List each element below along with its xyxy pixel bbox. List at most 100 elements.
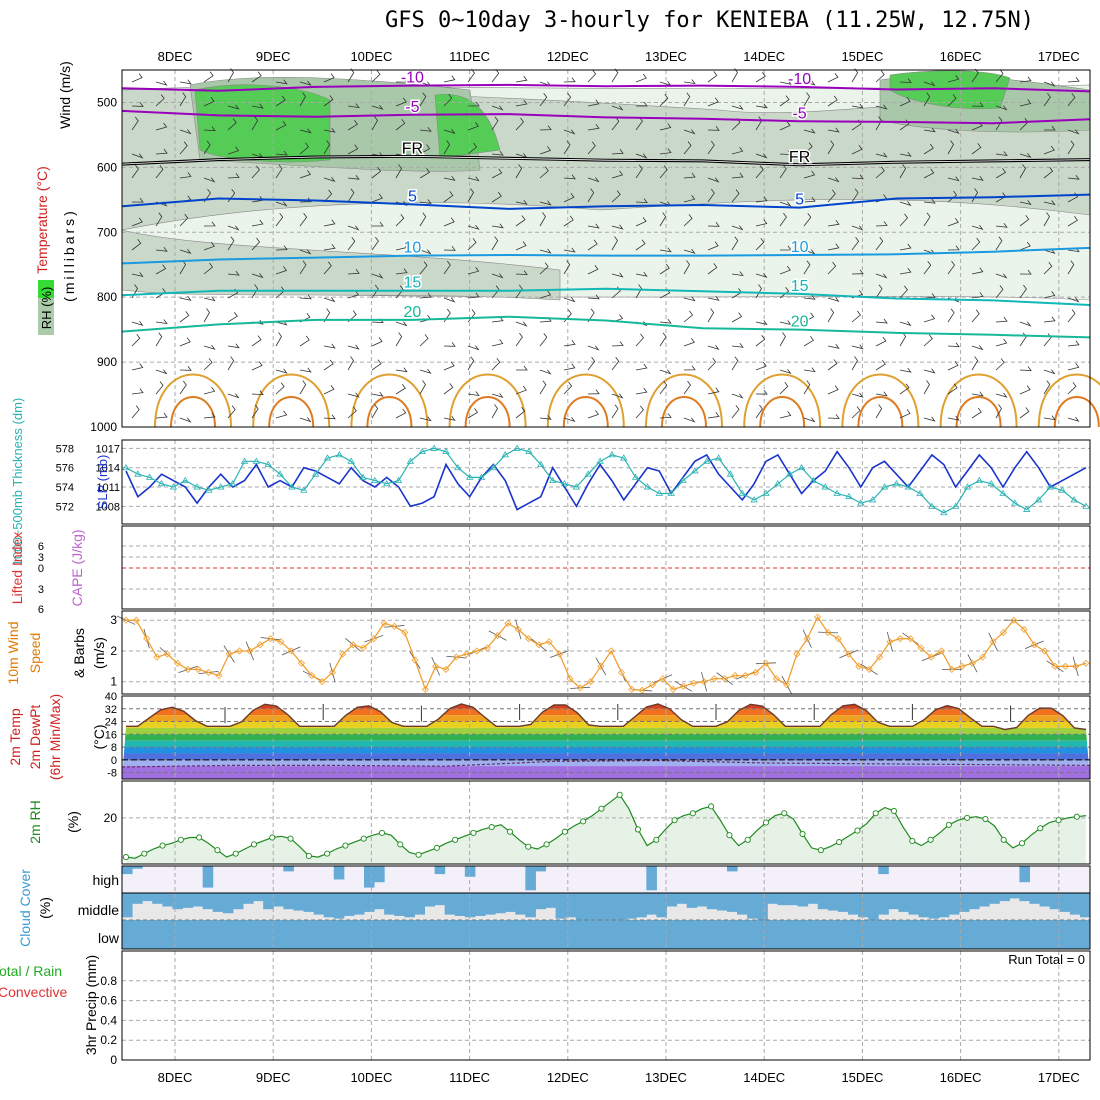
wind-barb bbox=[851, 392, 864, 398]
wind-barb bbox=[515, 241, 527, 251]
wind-barb bbox=[275, 332, 282, 347]
cloud-middle-bar bbox=[606, 893, 617, 920]
wind-barb bbox=[1043, 145, 1055, 155]
rh-marker bbox=[378, 829, 386, 836]
wind-speed-marker bbox=[380, 619, 388, 627]
thickness-marker bbox=[703, 457, 711, 464]
wind-barb bbox=[587, 124, 600, 131]
wind-barb bbox=[803, 417, 816, 423]
wind-barb bbox=[779, 411, 792, 419]
wind-barb bbox=[371, 359, 382, 371]
wind-barb bbox=[875, 70, 885, 83]
lifted-index-tick-label: 6 bbox=[38, 604, 44, 616]
thickness-tick-label: 578 bbox=[56, 443, 74, 455]
cloud-middle-bar bbox=[162, 893, 173, 907]
wind-barb bbox=[587, 410, 600, 419]
cloud-middle-bar bbox=[152, 893, 163, 904]
wind-barb bbox=[995, 223, 1008, 228]
cloud-high-bar bbox=[535, 866, 546, 872]
cloud-high-bar bbox=[1019, 866, 1030, 883]
boundary-isotherm bbox=[546, 373, 625, 428]
wind-barb bbox=[299, 197, 312, 203]
wind-barb bbox=[275, 212, 284, 227]
wind-barb bbox=[731, 172, 744, 179]
cloud-middle-bar bbox=[737, 893, 748, 915]
wind-barb bbox=[587, 356, 596, 371]
wind-barb bbox=[515, 284, 523, 299]
wind-barb bbox=[875, 336, 887, 347]
wind-barb bbox=[731, 312, 743, 323]
wind-barb bbox=[227, 236, 235, 251]
wind-barb bbox=[227, 173, 240, 179]
wind-barb bbox=[971, 176, 984, 181]
wind-barb bbox=[515, 75, 528, 83]
wind-barb bbox=[563, 297, 576, 303]
wind-barb bbox=[827, 140, 835, 155]
wind-barb bbox=[131, 363, 144, 371]
wind-barb bbox=[995, 392, 1008, 398]
cloud-middle-bar bbox=[827, 893, 839, 911]
wind-barb bbox=[923, 368, 936, 374]
wind-barb bbox=[947, 190, 958, 203]
wind-barb bbox=[563, 174, 576, 180]
wind-barb bbox=[491, 191, 502, 203]
rh-marker bbox=[506, 828, 514, 835]
wind-barb bbox=[899, 213, 909, 227]
wind-barb bbox=[155, 212, 163, 227]
wind-barb bbox=[539, 146, 552, 155]
wind-speed-marker bbox=[545, 638, 553, 646]
wind-barb bbox=[203, 140, 211, 155]
wind-barb bbox=[419, 380, 426, 395]
wind-barb bbox=[395, 285, 404, 299]
axis-label: 1000~500mb Thickness (dm) bbox=[10, 398, 25, 567]
wind-barb bbox=[587, 99, 600, 107]
wind-barb bbox=[443, 342, 456, 347]
cloud-middle-bar bbox=[444, 893, 456, 915]
wind-speed-marker bbox=[752, 668, 760, 677]
wind-barb bbox=[563, 340, 576, 347]
wind-barb bbox=[731, 405, 740, 419]
thickness-marker bbox=[679, 476, 687, 484]
cloud-middle-bar bbox=[646, 893, 657, 915]
wind-barb bbox=[923, 127, 936, 133]
isotherm-line bbox=[121, 287, 1091, 306]
thickness-marker bbox=[620, 454, 628, 461]
wind-barb bbox=[803, 380, 811, 395]
cloud-middle-bar bbox=[848, 893, 859, 915]
boundary-isotherm bbox=[1053, 396, 1100, 428]
cloud-middle-bar bbox=[908, 893, 920, 915]
boundary-isotherm bbox=[1037, 373, 1100, 428]
wind-speed-line bbox=[126, 615, 1087, 692]
rh-marker bbox=[1037, 825, 1044, 832]
wind-speed-marker bbox=[411, 656, 419, 664]
cloud-middle-bar bbox=[414, 893, 425, 915]
wind-speed-marker bbox=[999, 628, 1007, 637]
cloud-middle-bar bbox=[837, 893, 849, 912]
cloud-middle-bar bbox=[706, 893, 718, 910]
temp-color-band bbox=[122, 708, 1090, 716]
wind-barb bbox=[563, 381, 573, 395]
wind-barb bbox=[683, 79, 696, 85]
cloud-middle-bar bbox=[253, 893, 264, 902]
wind-barb bbox=[947, 74, 960, 83]
cloud-middle-bar bbox=[192, 893, 204, 907]
cloud-middle-bar bbox=[293, 893, 304, 911]
wind-barb bbox=[947, 176, 960, 182]
wind-barb bbox=[1043, 333, 1052, 347]
wind-barb bbox=[827, 189, 836, 203]
wind-barb bbox=[251, 273, 264, 279]
wind-barb bbox=[323, 261, 332, 275]
precip-frame bbox=[121, 950, 1091, 1061]
temp-color-band bbox=[122, 740, 1090, 748]
wind-barb bbox=[347, 406, 357, 419]
boundary-isotherm bbox=[268, 396, 315, 428]
wind-barb bbox=[227, 356, 235, 371]
wind-barb bbox=[1019, 152, 1032, 158]
wind-barb bbox=[923, 416, 936, 422]
wind-barb bbox=[635, 153, 648, 159]
wind-barb bbox=[947, 245, 960, 251]
wind-barb bbox=[1067, 340, 1080, 347]
wind-barb bbox=[371, 273, 384, 279]
boundary-isotherm bbox=[464, 396, 511, 428]
rh-marker bbox=[305, 852, 312, 859]
